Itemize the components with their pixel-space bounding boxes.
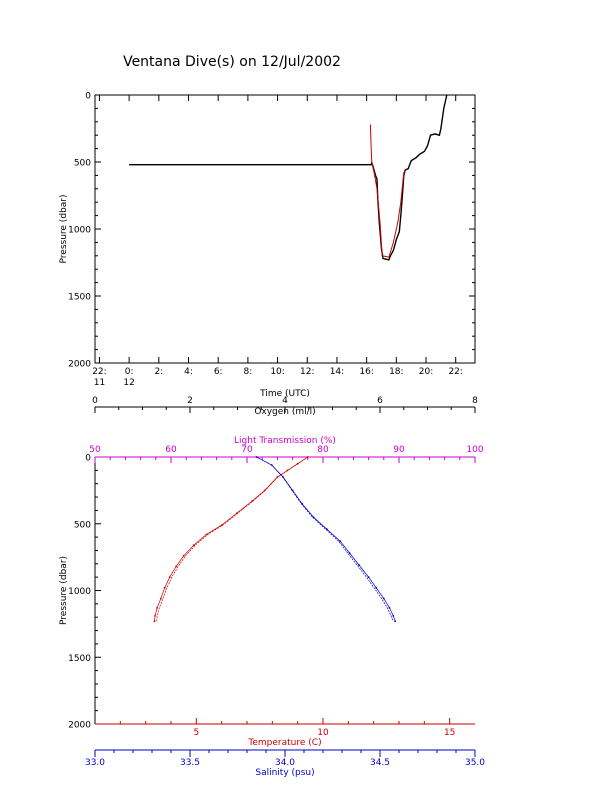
temperature-tick-label: 15	[444, 728, 455, 738]
x-tick-label: 22:	[92, 367, 106, 377]
light-tick-label: 70	[241, 445, 253, 455]
salinity-tick-label: 35.0	[465, 758, 485, 768]
salinity-axis-label: Salinity (psu)	[255, 768, 314, 778]
x-tick-label: 6:	[214, 367, 223, 377]
light-axis-label: Light Transmission (%)	[234, 436, 336, 446]
light-tick-label: 100	[466, 445, 483, 455]
x-tick-label: 16:	[359, 367, 373, 377]
salinity-point	[375, 586, 378, 589]
temperature-point	[154, 615, 156, 617]
temperature-point	[286, 469, 289, 472]
x-tick-label: 2:	[154, 367, 163, 377]
y-tick-label: 1000	[68, 226, 91, 236]
x-axis-label: Time (UTC)	[259, 389, 310, 399]
salinity-point	[392, 615, 395, 617]
dive-track-line	[129, 94, 448, 261]
x-tick-sublabel: 12	[123, 378, 134, 388]
oxygen-axis-label: Oxygen (ml/l)	[254, 407, 315, 417]
salinity-point	[348, 552, 351, 554]
temperature-tick-label: 10	[317, 728, 329, 738]
y-tick-label: 500	[74, 520, 91, 530]
temperature-point	[175, 565, 178, 568]
salinity-tick-label: 33.5	[180, 758, 200, 768]
temperature-point	[153, 620, 156, 623]
temperature-point	[251, 500, 254, 502]
x-tick-label: 8:	[244, 367, 253, 377]
salinity-tick-label: 33.0	[85, 758, 105, 768]
temperature-point	[306, 456, 309, 458]
y-axis-label: Pressure (dbar)	[59, 195, 69, 264]
y-tick-label: 0	[85, 92, 91, 102]
temperature-tick-label: 5	[193, 728, 199, 738]
temperature-point	[182, 554, 185, 557]
light-tick-label: 90	[393, 445, 405, 455]
salinity-point	[282, 476, 284, 478]
y-tick-label: 1500	[68, 293, 91, 303]
y-axis-label: Pressure (dbar)	[59, 556, 69, 625]
salinity-point	[388, 607, 391, 609]
temperature-point	[168, 576, 171, 578]
profile-chart: 0 500 1000 1500 2000 Pressure (dbar) 0 2 4 6 8 Oxyg…	[59, 396, 485, 778]
salinity-profile-line	[256, 456, 394, 622]
salinity-point	[312, 516, 315, 518]
salinity-tick-label: 34.0	[275, 758, 295, 768]
salinity-point	[255, 456, 258, 458]
temperature-point	[263, 489, 266, 492]
oxygen-tick-label: 6	[377, 396, 383, 406]
y-tick-label: 2000	[68, 360, 91, 370]
y-tick-label: 0	[85, 454, 91, 464]
x-tick-label: 14:	[330, 367, 344, 377]
oxygen-tick-label: 0	[92, 396, 98, 406]
x-tick-label: 10:	[270, 367, 284, 377]
temperature-point	[156, 607, 159, 609]
temperature-point	[160, 597, 162, 600]
temperature-point	[220, 524, 223, 526]
temperature-point	[163, 586, 166, 589]
salinity-point	[394, 620, 397, 623]
x-tick-label: 20:	[419, 367, 433, 377]
oxygen-tick-label: 4	[282, 396, 288, 406]
y-tick-label: 500	[74, 159, 91, 169]
oxygen-tick-label: 2	[187, 396, 193, 406]
salinity-tick-label: 34.5	[370, 758, 390, 768]
x-tick-label: 0:	[125, 367, 134, 377]
salinity-point	[382, 597, 385, 600]
x-tick-label: 12:	[300, 367, 314, 377]
light-tick-label: 60	[165, 445, 177, 455]
plot-frame	[94, 94, 476, 364]
salinity-point	[358, 564, 360, 566]
y-tick-label: 1500	[68, 654, 91, 664]
temperature-point	[192, 544, 195, 546]
salinity-point	[367, 576, 370, 578]
temperature-point	[276, 476, 279, 478]
x-tick-label: 18:	[389, 367, 403, 377]
x-tick-label: 22:	[448, 367, 462, 377]
salinity-point	[339, 540, 341, 542]
temperature-point	[296, 462, 299, 465]
salinity-point	[325, 528, 328, 530]
temperature-point	[205, 533, 208, 536]
temperature-point	[236, 512, 238, 514]
temperature-axis-label: Temperature (C)	[247, 738, 321, 748]
light-tick-label: 50	[89, 445, 101, 455]
salinity-profile-line	[256, 456, 396, 622]
salinity-point	[291, 489, 294, 492]
temperature-profile-line	[154, 456, 308, 622]
x-tick-label: 4:	[184, 367, 193, 377]
y-tick-label: 1000	[68, 587, 91, 597]
figure-title: Ventana Dive(s) on 12/Jul/2002	[123, 54, 341, 70]
light-tick-label: 80	[317, 445, 329, 455]
salinity-point	[270, 464, 273, 466]
x-tick-sublabel: 11	[94, 378, 105, 388]
salinity-point	[301, 502, 303, 505]
oxygen-tick-label: 8	[472, 396, 478, 406]
y-tick-label: 2000	[68, 721, 91, 731]
dive-track-red-line	[369, 124, 408, 258]
temperature-profile-line	[156, 456, 308, 622]
